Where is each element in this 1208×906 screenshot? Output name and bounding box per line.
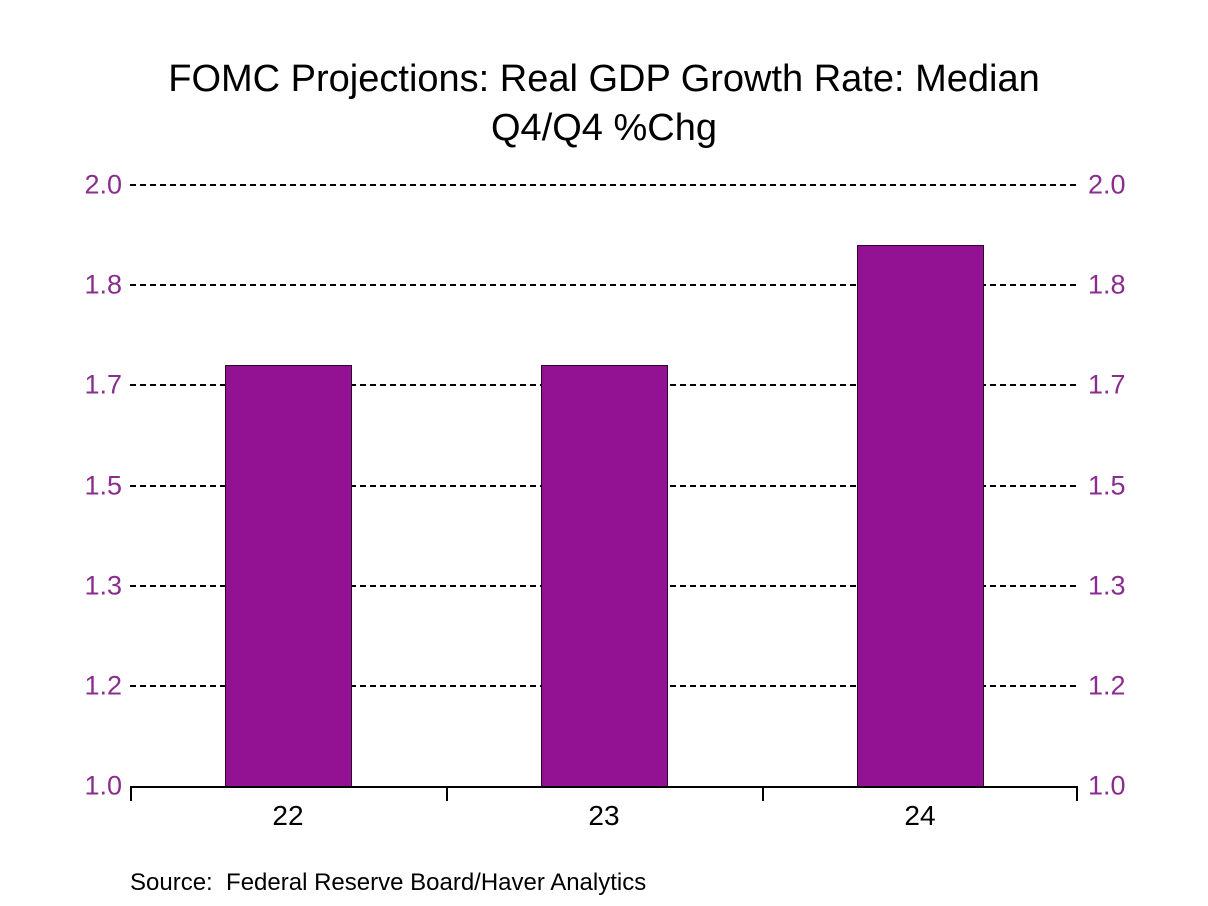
x-axis-label: 24 bbox=[904, 800, 936, 831]
y-axis-label-left: 1.2 bbox=[84, 670, 122, 701]
gridline bbox=[130, 284, 1078, 287]
y-axis-label-left: 1.3 bbox=[84, 570, 122, 601]
y-axis-label-left: 2.0 bbox=[84, 169, 122, 200]
chart-title: FOMC Projections: Real GDP Growth Rate: … bbox=[0, 55, 1208, 153]
x-axis-tick bbox=[1076, 786, 1078, 801]
y-axis-right: 2.0 1.8 1.7 1.5 1.3 1.2 1.0 bbox=[1086, 170, 1208, 801]
y-axis-label-right: 1.5 bbox=[1088, 470, 1126, 500]
x-axis-labels: 22 23 24 bbox=[130, 800, 1078, 832]
y-axis-label-right: 1.2 bbox=[1088, 670, 1126, 701]
chart-title-line2: Q4/Q4 %Chg bbox=[491, 107, 717, 149]
source-note: Source: Federal Reserve Board/Haver Anal… bbox=[130, 869, 647, 896]
plot-area bbox=[130, 184, 1078, 786]
x-axis-tick bbox=[446, 786, 448, 801]
gridline bbox=[130, 184, 1078, 186]
chart-title-line1: FOMC Projections: Real GDP Growth Rate: … bbox=[168, 58, 1040, 100]
x-axis-line bbox=[130, 786, 1078, 801]
y-axis-label-left: 1.5 bbox=[84, 470, 122, 500]
bar-22 bbox=[224, 365, 352, 786]
y-axis-label-right: 1.3 bbox=[1088, 570, 1126, 601]
x-axis-label: 22 bbox=[272, 800, 304, 831]
y-axis-label-right: 1.7 bbox=[1088, 369, 1126, 400]
y-axis-label-left: 1.0 bbox=[84, 770, 122, 801]
x-axis-label: 23 bbox=[588, 800, 620, 831]
y-axis-label-right: 1.0 bbox=[1088, 770, 1126, 801]
bar-23 bbox=[540, 365, 668, 786]
bar-24 bbox=[856, 245, 984, 786]
y-axis-left: 2.0 1.8 1.7 1.5 1.3 1.2 1.0 bbox=[0, 170, 122, 801]
y-axis-label-right: 2.0 bbox=[1088, 169, 1126, 200]
y-axis-label-left: 1.8 bbox=[84, 269, 122, 300]
y-axis-label-right: 1.8 bbox=[1088, 269, 1126, 300]
x-axis-tick bbox=[762, 786, 764, 801]
x-axis-tick bbox=[130, 786, 132, 801]
y-axis-label-left: 1.7 bbox=[84, 369, 122, 400]
